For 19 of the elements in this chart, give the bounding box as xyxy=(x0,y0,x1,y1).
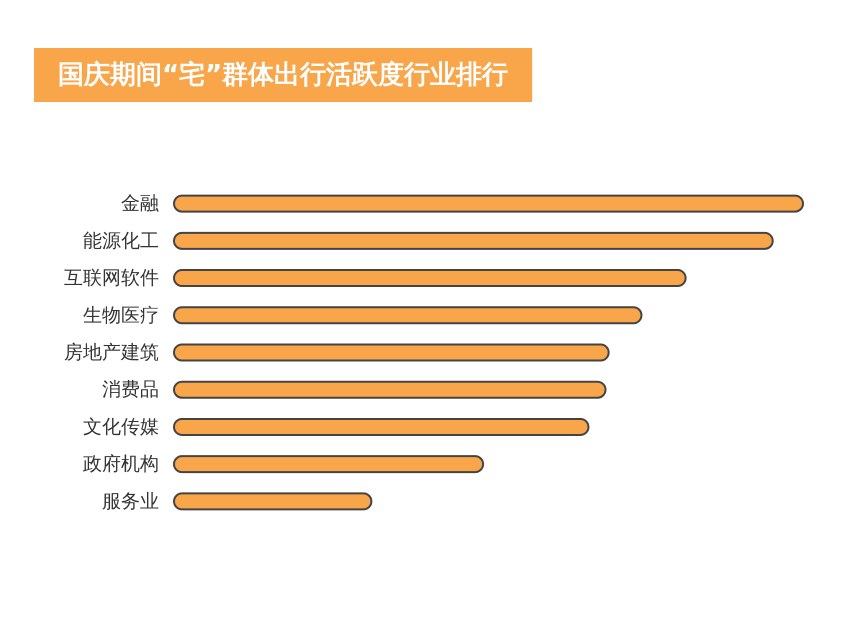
bar xyxy=(173,269,687,288)
y-tick-label: 房地产建筑 xyxy=(64,342,159,364)
y-tick-label: 生物医疗 xyxy=(83,304,159,326)
bar xyxy=(173,344,610,362)
y-tick-label: 消费品 xyxy=(102,378,159,401)
y-tick-label: 政府机构 xyxy=(83,453,159,476)
bar xyxy=(173,418,590,436)
bar xyxy=(173,232,774,250)
bar xyxy=(173,306,642,324)
bar xyxy=(173,194,804,213)
y-tick-label: 能源化工 xyxy=(83,230,159,252)
chart-title: 国庆期间“宅”群体出行活跃度行业排行 xyxy=(58,60,508,90)
bar xyxy=(173,455,484,474)
bar xyxy=(173,380,606,399)
y-tick-label: 互联网软件 xyxy=(64,267,159,290)
y-tick-label: 金融 xyxy=(121,192,159,215)
y-tick-label: 服务业 xyxy=(102,490,159,512)
y-tick-label: 文化传媒 xyxy=(83,416,159,438)
bar xyxy=(173,492,372,510)
